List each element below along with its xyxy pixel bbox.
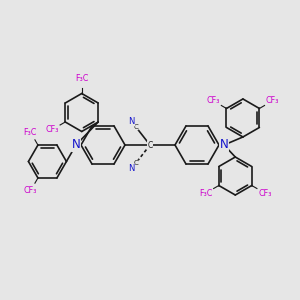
Text: C: C (147, 140, 153, 149)
Text: CF₃: CF₃ (207, 97, 220, 106)
Text: C: C (134, 160, 138, 166)
Text: F₃C: F₃C (199, 188, 212, 197)
Text: C: C (134, 124, 138, 130)
Text: F₃C: F₃C (75, 74, 88, 83)
Text: CF₃: CF₃ (46, 125, 59, 134)
Text: CF₃: CF₃ (266, 97, 279, 106)
Text: N: N (128, 117, 135, 126)
Text: CF₃: CF₃ (258, 188, 272, 197)
Text: F₃C: F₃C (24, 128, 37, 136)
Text: CF₃: CF₃ (24, 186, 37, 195)
Text: N: N (220, 139, 228, 152)
Text: N: N (72, 139, 80, 152)
Text: N: N (128, 164, 135, 173)
